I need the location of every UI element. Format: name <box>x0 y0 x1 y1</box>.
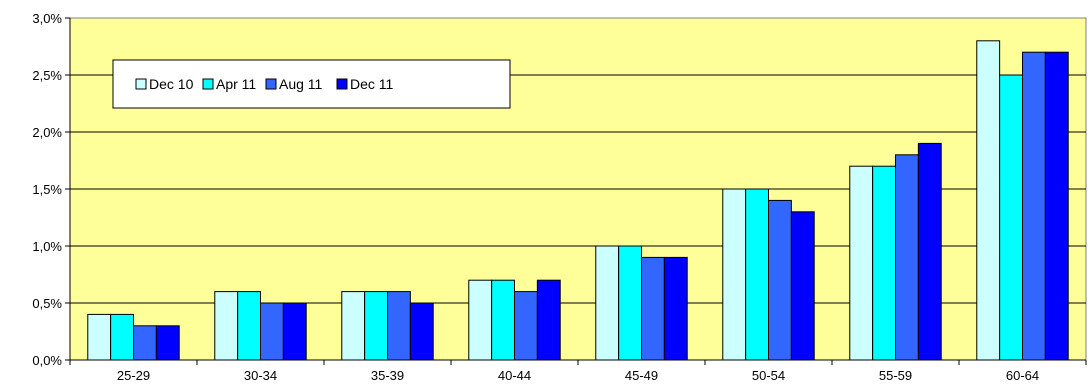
legend-label: Aug 11 <box>279 76 323 92</box>
bar-45-49-aug-11 <box>641 256 665 361</box>
bar-45-49-dec-10 <box>595 245 620 361</box>
bar-60-64-dec-10 <box>976 40 1001 361</box>
legend-box <box>112 59 511 109</box>
axes: 0,0% 0,5% 1,0% 1,5% 2,0% 2,5% 3,0% 25-29 30-34 35… <box>32 11 1087 383</box>
x-tick-label: 45-49 <box>625 368 658 383</box>
bar-50-54-aug-11 <box>768 199 792 361</box>
bar-30-34-aug-11 <box>260 302 284 361</box>
x-tick-label: 60-64 <box>1006 368 1039 383</box>
bar-55-59-dec-10 <box>849 165 874 361</box>
bar-25-29-dec-11 <box>155 325 180 361</box>
bar-30-34-dec-10 <box>214 291 239 361</box>
legend-swatch <box>336 78 348 90</box>
bar-55-59-aug-11 <box>895 154 919 361</box>
y-tick-label: 2,0% <box>32 125 62 140</box>
bar-60-64-aug-11 <box>1022 51 1046 361</box>
bar-35-39-apr-11 <box>364 291 389 361</box>
bar-40-44-apr-11 <box>491 279 516 361</box>
x-tick-label: 55-59 <box>879 368 912 383</box>
bar-50-54-dec-11 <box>790 211 815 361</box>
y-tick-label: 1,5% <box>32 182 62 197</box>
bar-55-59-apr-11 <box>872 165 897 361</box>
bars <box>87 40 1069 361</box>
bar-40-44-dec-11 <box>536 279 561 361</box>
bar-50-54-apr-11 <box>745 188 770 361</box>
legend-label: Dec 11 <box>350 76 394 92</box>
legend-swatch <box>202 78 214 90</box>
bar-25-29-apr-11 <box>110 313 134 361</box>
bar-60-64-dec-11 <box>1044 51 1069 361</box>
bar-35-39-aug-11 <box>387 291 411 361</box>
x-tick-label: 25-29 <box>117 368 150 383</box>
bar-25-29-dec-10 <box>87 313 112 361</box>
y-tick-label: 1,0% <box>32 239 62 254</box>
bar-50-54-dec-10 <box>722 188 747 361</box>
legend-swatch <box>265 78 277 90</box>
bar-35-39-dec-11 <box>409 302 434 361</box>
x-tick-label: 40-44 <box>498 368 531 383</box>
legend: Dec 10 Apr 11 Aug 11 Dec 11 <box>112 59 511 109</box>
bar-45-49-apr-11 <box>618 245 643 361</box>
bar-55-59-dec-11 <box>917 142 942 361</box>
y-tick-label: 2,5% <box>32 68 62 83</box>
x-tick-label: 30-34 <box>244 368 277 383</box>
legend-swatch <box>135 78 147 90</box>
x-tick-label: 50-54 <box>752 368 785 383</box>
bar-40-44-dec-10 <box>468 279 493 361</box>
bar-40-44-aug-11 <box>514 291 538 361</box>
legend-label: Apr 11 <box>216 76 256 92</box>
y-tick-label: 0,0% <box>32 353 62 368</box>
y-tick-label: 3,0% <box>32 11 62 26</box>
bar-35-39-dec-10 <box>341 291 366 361</box>
bar-30-34-dec-11 <box>282 302 307 361</box>
x-tick-label: 35-39 <box>371 368 404 383</box>
y-tick-label: 0,5% <box>32 296 62 311</box>
bar-25-29-aug-11 <box>133 325 157 361</box>
bar-60-64-apr-11 <box>999 74 1024 361</box>
bar-45-49-dec-11 <box>663 256 688 361</box>
legend-label: Dec 10 <box>149 76 194 92</box>
bar-30-34-apr-11 <box>237 291 261 361</box>
